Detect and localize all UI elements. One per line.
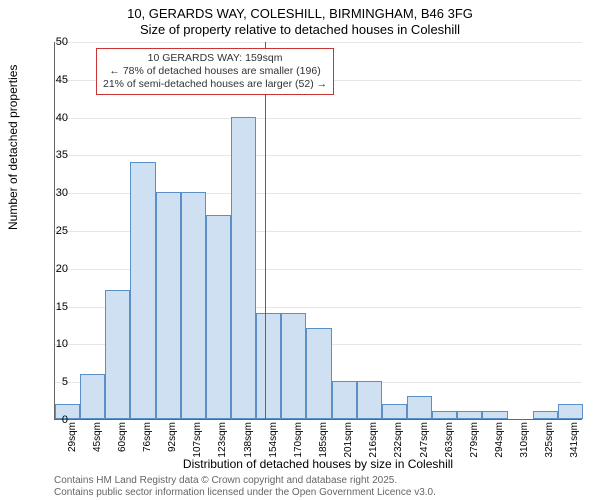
chart-container: 10, GERARDS WAY, COLESHILL, BIRMINGHAM, …: [0, 0, 600, 500]
y-tick-label: 0: [48, 414, 68, 426]
histogram-bar: [256, 313, 281, 419]
x-tick-label: 154sqm: [268, 422, 279, 462]
histogram-bar: [558, 404, 583, 419]
x-tick-label: 92sqm: [167, 422, 178, 462]
reference-line: [265, 42, 266, 419]
y-tick-label: 5: [48, 376, 68, 388]
footnote-1: Contains HM Land Registry data © Crown c…: [54, 475, 397, 486]
footnote-2: Contains public sector information licen…: [54, 487, 436, 498]
histogram-bar: [231, 117, 256, 419]
histogram-bar: [130, 162, 155, 419]
histogram-bar: [206, 215, 231, 419]
y-tick-label: 45: [48, 74, 68, 86]
histogram-bar: [80, 374, 105, 419]
x-tick-label: 279sqm: [469, 422, 480, 462]
x-tick-label: 107sqm: [192, 422, 203, 462]
y-tick-label: 40: [48, 112, 68, 124]
x-tick-label: 170sqm: [293, 422, 304, 462]
histogram-bar: [306, 328, 331, 419]
histogram-bar: [432, 411, 457, 419]
x-tick-label: 123sqm: [217, 422, 228, 462]
gridline: [55, 118, 582, 119]
y-tick-label: 20: [48, 263, 68, 275]
x-tick-label: 60sqm: [117, 422, 128, 462]
y-tick-label: 30: [48, 187, 68, 199]
y-tick-label: 50: [48, 36, 68, 48]
x-tick-label: 201sqm: [343, 422, 354, 462]
x-tick-label: 247sqm: [419, 422, 430, 462]
annotation-line2: ← 78% of detached houses are smaller (19…: [103, 65, 327, 78]
y-tick-label: 35: [48, 149, 68, 161]
annotation-box: 10 GERARDS WAY: 159sqm← 78% of detached …: [96, 48, 334, 95]
x-tick-label: 216sqm: [368, 422, 379, 462]
x-tick-label: 29sqm: [67, 422, 78, 462]
x-tick-label: 138sqm: [243, 422, 254, 462]
annotation-line3: 21% of semi-detached houses are larger (…: [103, 78, 327, 91]
x-tick-label: 45sqm: [92, 422, 103, 462]
histogram-bar: [457, 411, 482, 419]
annotation-line1: 10 GERARDS WAY: 159sqm: [103, 52, 327, 65]
histogram-bar: [382, 404, 407, 419]
histogram-bar: [482, 411, 507, 419]
gridline: [55, 155, 582, 156]
chart-title-line2: Size of property relative to detached ho…: [0, 22, 600, 37]
plot-area: [54, 42, 582, 420]
histogram-bar: [407, 396, 432, 419]
x-tick-label: 232sqm: [393, 422, 404, 462]
histogram-bar: [105, 290, 130, 419]
chart-title-line1: 10, GERARDS WAY, COLESHILL, BIRMINGHAM, …: [0, 6, 600, 21]
histogram-bar: [181, 192, 206, 419]
y-tick-label: 10: [48, 338, 68, 350]
histogram-bar: [332, 381, 357, 419]
x-tick-label: 263sqm: [444, 422, 455, 462]
y-axis-label: Number of detached properties: [6, 65, 20, 230]
histogram-bar: [533, 411, 558, 419]
histogram-bar: [357, 381, 382, 419]
x-tick-label: 310sqm: [519, 422, 530, 462]
x-tick-label: 185sqm: [318, 422, 329, 462]
histogram-bar: [156, 192, 181, 419]
x-tick-label: 325sqm: [544, 422, 555, 462]
histogram-bar: [281, 313, 306, 419]
x-tick-label: 294sqm: [494, 422, 505, 462]
y-tick-label: 15: [48, 301, 68, 313]
y-tick-label: 25: [48, 225, 68, 237]
gridline: [55, 42, 582, 43]
x-tick-label: 76sqm: [142, 422, 153, 462]
x-tick-label: 341sqm: [569, 422, 580, 462]
